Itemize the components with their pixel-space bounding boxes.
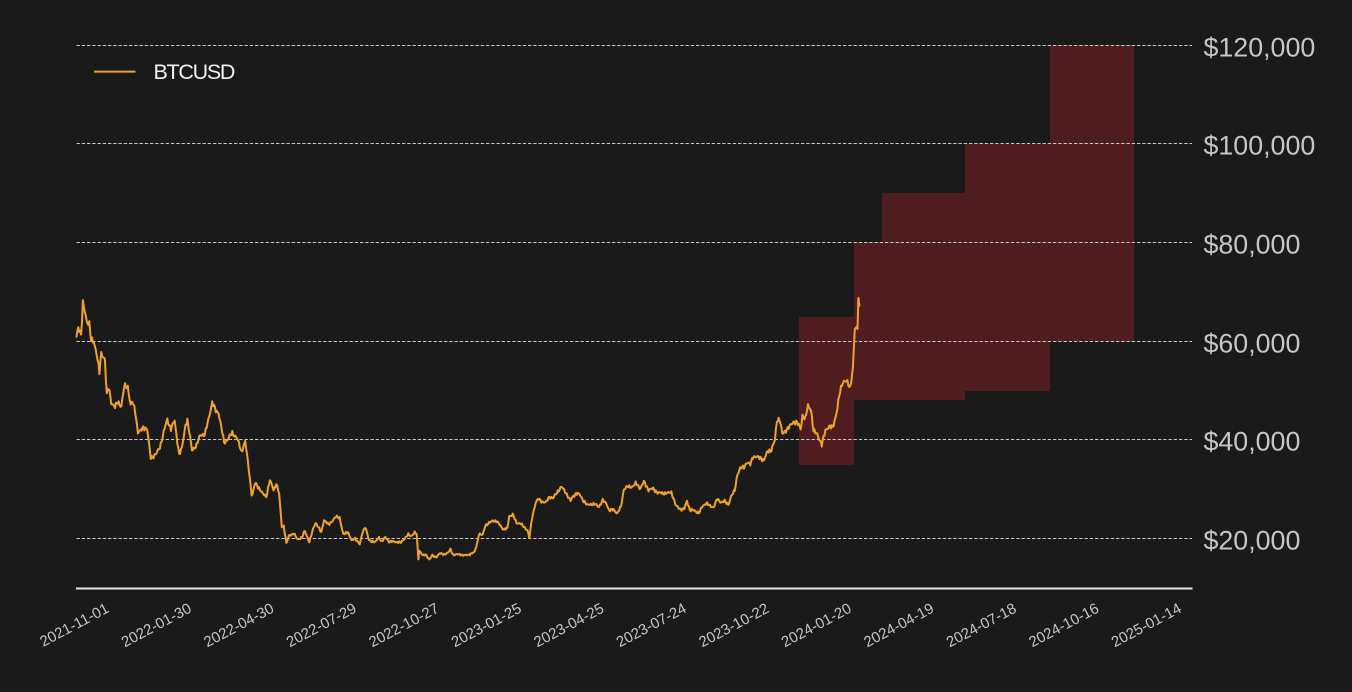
- svg-text:$20,000: $20,000: [1204, 526, 1301, 556]
- svg-text:$80,000: $80,000: [1204, 230, 1301, 260]
- svg-text:$120,000: $120,000: [1204, 33, 1316, 63]
- svg-text:$40,000: $40,000: [1204, 427, 1301, 457]
- svg-text:BTCUSD: BTCUSD: [154, 60, 235, 84]
- svg-text:$60,000: $60,000: [1204, 329, 1301, 359]
- svg-text:$100,000: $100,000: [1204, 131, 1316, 161]
